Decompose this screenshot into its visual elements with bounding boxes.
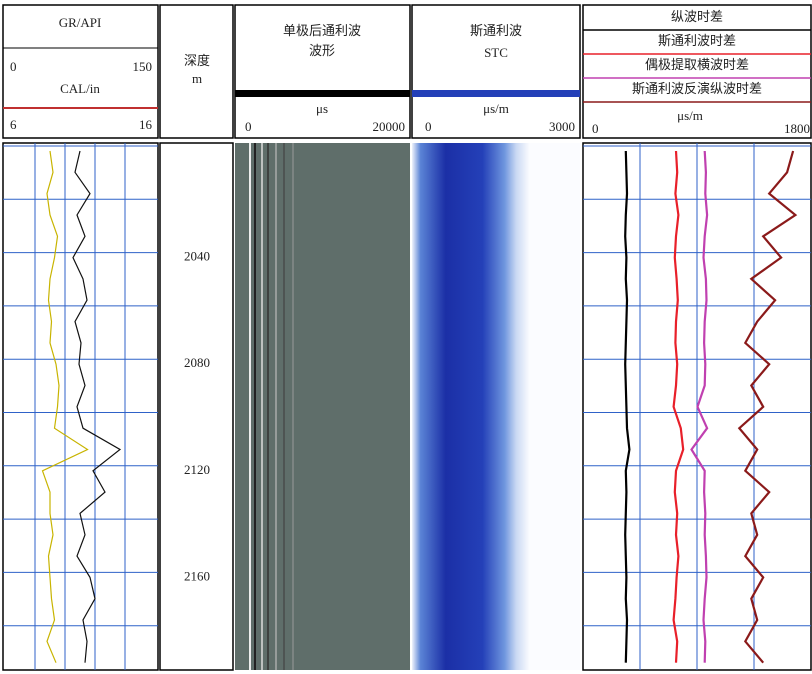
- legend-label: 纵波时差: [671, 9, 723, 24]
- track4-max: 1800: [784, 121, 810, 136]
- stc-max: 3000: [549, 119, 575, 134]
- stc-title: 斯通利波: [470, 23, 522, 38]
- legend-label: 斯通利波时差: [658, 33, 736, 48]
- depth-label: 2080: [184, 355, 210, 370]
- legend-label: 斯通利波反演纵波时差: [632, 81, 762, 96]
- stc-unit: μs/m: [483, 101, 509, 116]
- gr-max: 150: [133, 59, 153, 74]
- stc-min: 0: [425, 119, 432, 134]
- depth-label: 2120: [184, 462, 210, 477]
- track4-unit: μs/m: [677, 108, 703, 123]
- stc-title: STC: [484, 45, 508, 60]
- depth-title: 深度: [184, 53, 210, 68]
- stc-panel: [412, 143, 580, 670]
- track4-min: 0: [592, 121, 599, 136]
- log-curve: [674, 151, 684, 663]
- log-curve: [692, 151, 708, 663]
- depth-label: 2160: [184, 568, 210, 583]
- waveform-title: 单极后通利波: [283, 23, 361, 38]
- well-log: GR/API 0 150 CAL/in 6 16 深度 m 单极后通利波 波形 …: [0, 0, 812, 674]
- waveform-min: 0: [245, 119, 252, 134]
- log-curve: [739, 151, 795, 663]
- legend-label: 偶极提取横波时差: [645, 57, 749, 72]
- waveform-max: 20000: [373, 119, 406, 134]
- cal-min: 6: [10, 117, 17, 132]
- gr-min: 0: [10, 59, 17, 74]
- log-curve: [625, 151, 629, 663]
- log-curve: [73, 151, 120, 663]
- cal-max: 16: [139, 117, 153, 132]
- gr-label: GR/API: [59, 15, 102, 30]
- waveform-unit: μs: [316, 101, 328, 116]
- depth-unit: m: [192, 71, 202, 86]
- depth-label: 2040: [184, 249, 210, 264]
- waveform-title: 波形: [309, 43, 335, 58]
- cal-label: CAL/in: [60, 81, 100, 96]
